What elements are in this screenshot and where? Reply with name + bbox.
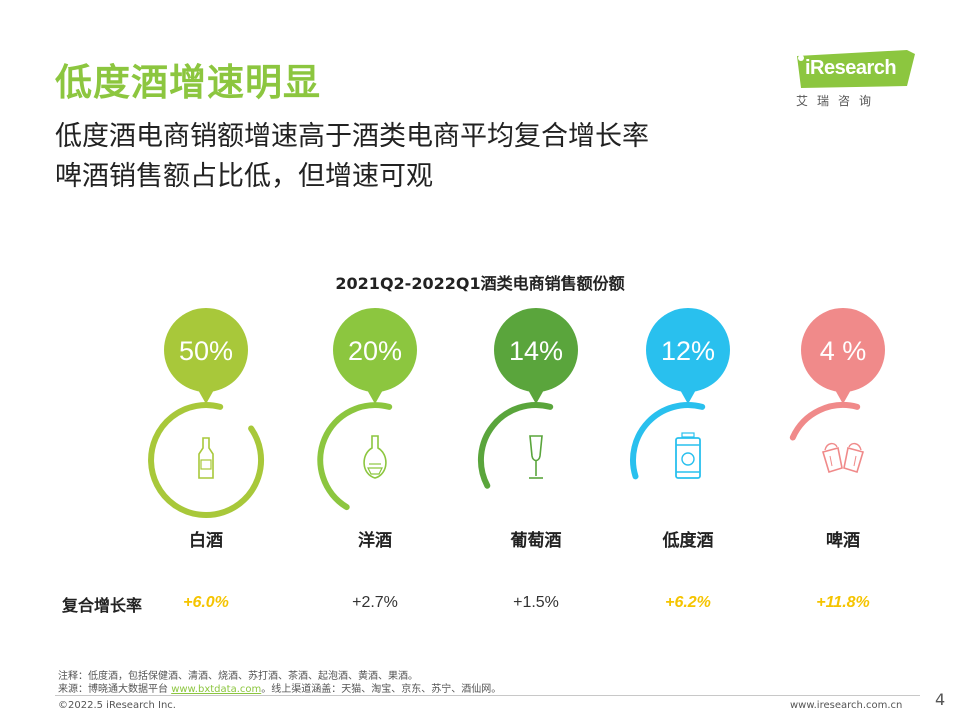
wine-glass-icon <box>529 435 543 479</box>
subtitle-line-2: 啤酒销售额占比低，但增速可观 <box>55 161 433 192</box>
page-subtitle: 低度酒电商销额增速高于酒类电商平均复合增长率 啤酒销售额占比低，但增速可观 <box>55 117 649 197</box>
share-bubble <box>801 308 885 392</box>
bubble-tail <box>197 388 215 404</box>
share-chart: 50% 白酒 +6.0% 20% 洋酒 +2.7% 14% 葡萄酒 +1.5% 12% 低度酒 +6.… <box>148 308 885 611</box>
note-text: 注释：低度酒，包括保健酒、清酒、烧酒、苏打酒、茶酒、起泡酒、黄酒、果酒。 <box>58 671 418 682</box>
growth-value-label: +2.7% <box>352 594 398 611</box>
website: www.iresearch.com.cn <box>790 700 903 711</box>
share-arc <box>789 402 861 441</box>
growth-value-label: +6.0% <box>183 594 229 611</box>
page-number: 4 <box>935 690 946 709</box>
copyright: ©2022.5 iResearch Inc. <box>58 700 176 711</box>
share-bubble <box>164 308 248 392</box>
category-group: 50% 白酒 +6.0% <box>148 308 264 611</box>
bubble-tail <box>834 388 852 404</box>
category-label: 洋酒 <box>358 530 392 551</box>
beer-cheers-icon <box>821 442 865 474</box>
logo-badge-icon <box>797 50 915 88</box>
source-link[interactable]: www.bxtdata.com <box>171 684 262 695</box>
logo-chinese: 艾瑞咨询 <box>796 94 881 108</box>
growth-value-label: +1.5% <box>513 594 559 611</box>
chart-title: 2021Q2-2022Q1酒类电商销售额份额 <box>335 274 625 293</box>
bubble-tail <box>366 388 384 404</box>
page-title: 低度酒增速明显 <box>55 61 321 104</box>
brandy-bottle-icon <box>363 435 387 479</box>
bubble-tail <box>679 388 697 404</box>
logo-wordmark: iResearch <box>805 57 897 79</box>
source-prefix: 来源：博晓通大数据平台 <box>58 684 172 695</box>
category-group: 14% 葡萄酒 +1.5% <box>477 308 578 611</box>
iresearch-logo: iResearch 艾瑞咨询 <box>795 50 915 110</box>
share-arc <box>148 402 264 518</box>
can-icon <box>675 432 701 479</box>
share-value-label: 4 % <box>820 336 867 366</box>
growth-value-label: +6.2% <box>665 594 711 611</box>
share-arc <box>630 402 706 480</box>
share-bubble <box>494 308 578 392</box>
category-label: 啤酒 <box>826 530 860 551</box>
share-value-label: 20% <box>348 336 402 366</box>
source-suffix: 。线上渠道涵盖：天猫、淘宝、京东、苏宁、酒仙网。 <box>261 684 502 695</box>
subtitle-line-1: 低度酒电商销额增速高于酒类电商平均复合增长率 <box>55 121 649 152</box>
share-arc <box>317 402 393 511</box>
share-bubble <box>646 308 730 392</box>
baijiu-bottle-icon <box>198 437 214 479</box>
source-text: 来源：博晓通大数据平台 www.bxtdata.com。线上渠道涵盖：天猫、淘宝… <box>58 680 501 695</box>
category-group: 4 % 啤酒 +11.8% <box>789 308 885 611</box>
share-bubble <box>333 308 417 392</box>
growth-value-label: +11.8% <box>816 594 870 611</box>
category-label: 葡萄酒 <box>510 530 562 551</box>
bubble-tail <box>527 388 545 404</box>
share-value-label: 50% <box>179 336 233 366</box>
share-value-label: 14% <box>509 336 563 366</box>
share-value-label: 12% <box>661 336 715 366</box>
category-group: 20% 洋酒 +2.7% <box>317 308 417 611</box>
category-group: 12% 低度酒 +6.2% <box>630 308 730 611</box>
category-label: 低度酒 <box>662 530 714 551</box>
growth-rate-label: 复合增长率 <box>62 596 143 615</box>
footer-divider <box>55 695 920 696</box>
category-label: 白酒 <box>189 530 223 551</box>
share-arc <box>477 402 554 489</box>
